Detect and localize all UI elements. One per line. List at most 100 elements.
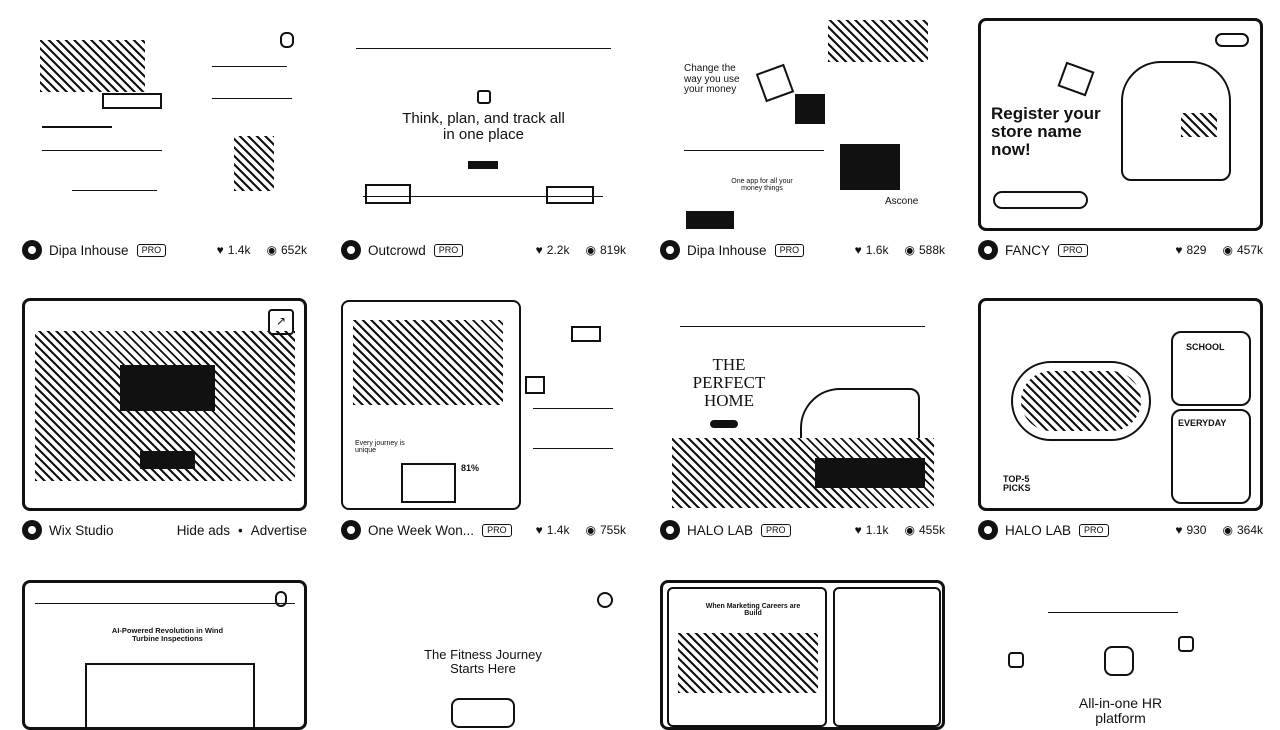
thumb-headline: Change the way you use your money bbox=[684, 63, 740, 95]
pro-badge: PRO bbox=[774, 243, 805, 257]
eye-icon: ◉ bbox=[1222, 523, 1233, 537]
thumb-headline: All-in-one HR platform bbox=[1078, 695, 1163, 726]
separator-dot: • bbox=[237, 522, 243, 538]
heart-icon[interactable]: ♥ bbox=[535, 523, 543, 537]
author-name[interactable]: FANCY bbox=[1005, 242, 1051, 258]
shot-thumbnail[interactable]: The Fitness Journey Starts Here bbox=[341, 580, 626, 730]
author-name[interactable]: HALO LAB bbox=[687, 522, 754, 538]
shot-card[interactable]: Think, plan, and track all in one place … bbox=[341, 18, 626, 260]
shot-card[interactable]: THE PERFECT HOME HALO LAB PRO ♥ 1.1k ◉ 4… bbox=[660, 298, 945, 540]
likes-count: 829 bbox=[1186, 243, 1207, 257]
thumb-headline: AI-Powered Revolution in Wind Turbine In… bbox=[111, 626, 224, 643]
avatar[interactable] bbox=[22, 240, 42, 260]
shot-thumbnail[interactable]: When Marketing Careers are Build bbox=[660, 580, 945, 730]
views-count: 652k bbox=[280, 243, 307, 257]
pro-badge: PRO bbox=[136, 243, 167, 257]
views-count: 819k bbox=[599, 243, 626, 257]
views-count: 755k bbox=[599, 523, 626, 537]
stats: ♥ 2.2k ◉ 819k bbox=[536, 243, 626, 257]
avatar[interactable] bbox=[341, 520, 361, 540]
eye-icon: ◉ bbox=[585, 523, 596, 537]
heart-icon[interactable]: ♥ bbox=[535, 243, 543, 257]
author-name[interactable]: Dipa Inhouse bbox=[687, 242, 767, 258]
eye-icon: ◉ bbox=[904, 523, 915, 537]
likes-count: 2.2k bbox=[546, 243, 570, 257]
shot-card[interactable]: The Fitness Journey Starts Here bbox=[341, 580, 626, 730]
shot-card[interactable]: AI-Powered Revolution in Wind Turbine In… bbox=[22, 580, 307, 730]
heart-icon[interactable]: ♥ bbox=[1175, 243, 1183, 257]
shot-thumbnail[interactable]: Change the way you use your money One ap… bbox=[660, 18, 945, 231]
thumb-headline: Think, plan, and track all in one place bbox=[402, 110, 565, 143]
pro-badge: PRO bbox=[1079, 523, 1109, 537]
shot-card[interactable]: Dipa Inhouse PRO ♥ 1.4k ◉ 652k bbox=[22, 18, 307, 260]
shot-card[interactable]: Register your store name now! FANCY PRO … bbox=[978, 18, 1263, 260]
shot-meta: HALO LAB PRO ♥ 1.1k ◉ 455k bbox=[660, 520, 945, 540]
avatar[interactable] bbox=[978, 520, 998, 540]
shot-card[interactable]: SCHOOL EVERYDAY TOP-5 PICKS HALO LAB PRO… bbox=[978, 298, 1263, 540]
stats: ♥ 930 ◉ 364k bbox=[1175, 523, 1263, 537]
eye-icon: ◉ bbox=[266, 243, 277, 257]
ad-thumbnail[interactable]: ↗ bbox=[22, 298, 307, 511]
ad-meta: Wix Studio Hide ads • Advertise bbox=[22, 520, 307, 540]
likes-count: 1.4k bbox=[227, 243, 251, 257]
likes-count: 1.1k bbox=[865, 523, 889, 537]
shot-meta: Dipa Inhouse PRO ♥ 1.6k ◉ 588k bbox=[660, 240, 945, 260]
thumb-caption: One app for all your money things bbox=[731, 178, 793, 193]
shot-thumbnail[interactable]: Think, plan, and track all in one place bbox=[341, 18, 626, 231]
thumb-percent: 81% bbox=[461, 463, 480, 473]
heart-icon[interactable]: ♥ bbox=[854, 523, 862, 537]
heart-icon[interactable]: ♥ bbox=[854, 243, 862, 257]
shot-thumbnail[interactable]: THE PERFECT HOME bbox=[660, 298, 945, 511]
stats: ♥ 1.4k ◉ 652k bbox=[217, 243, 307, 257]
ad-card[interactable]: ↗ Wix Studio Hide ads • Advertise bbox=[22, 298, 307, 540]
ad-links: Hide ads • Advertise bbox=[177, 523, 307, 538]
eye-icon: ◉ bbox=[585, 243, 596, 257]
shot-thumbnail[interactable] bbox=[22, 18, 307, 231]
shot-card[interactable]: When Marketing Careers are Build bbox=[660, 580, 945, 730]
shot-thumbnail[interactable]: Register your store name now! bbox=[978, 18, 1263, 231]
pro-badge: PRO bbox=[761, 523, 791, 537]
heart-icon[interactable]: ♥ bbox=[216, 243, 224, 257]
thumb-headline: Register your store name now! bbox=[991, 104, 1101, 159]
views-count: 364k bbox=[1236, 523, 1263, 537]
thumb-school: SCHOOL bbox=[1186, 342, 1225, 352]
shot-thumbnail[interactable]: All-in-one HR platform bbox=[978, 580, 1263, 730]
views-count: 457k bbox=[1236, 243, 1263, 257]
shot-card[interactable]: Change the way you use your money One ap… bbox=[660, 18, 945, 260]
avatar[interactable] bbox=[978, 240, 998, 260]
eye-icon: ◉ bbox=[904, 243, 915, 257]
avatar[interactable] bbox=[660, 240, 680, 260]
thumb-headline: THE PERFECT HOME bbox=[692, 355, 766, 410]
pro-badge: PRO bbox=[433, 243, 464, 257]
advertise-link[interactable]: Advertise bbox=[250, 522, 307, 538]
avatar[interactable] bbox=[22, 520, 42, 540]
shot-meta: Outcrowd PRO ♥ 2.2k ◉ 819k bbox=[341, 240, 626, 260]
eye-icon: ◉ bbox=[1222, 243, 1233, 257]
stats: ♥ 829 ◉ 457k bbox=[1175, 243, 1263, 257]
hide-ads-link[interactable]: Hide ads bbox=[176, 522, 230, 538]
thumb-headline: The Fitness Journey Starts Here bbox=[424, 647, 542, 676]
author-name[interactable]: Dipa Inhouse bbox=[49, 242, 129, 258]
likes-count: 1.6k bbox=[865, 243, 889, 257]
external-link-icon[interactable]: ↗ bbox=[268, 309, 294, 335]
stats: ♥ 1.6k ◉ 588k bbox=[855, 243, 945, 257]
shot-card[interactable]: Every journey is unique 81% One Week Won… bbox=[341, 298, 626, 540]
views-count: 455k bbox=[918, 523, 945, 537]
author-name[interactable]: Outcrowd bbox=[368, 242, 426, 258]
shot-thumbnail[interactable]: AI-Powered Revolution in Wind Turbine In… bbox=[22, 580, 307, 730]
views-count: 588k bbox=[918, 243, 945, 257]
shot-thumbnail[interactable]: SCHOOL EVERYDAY TOP-5 PICKS bbox=[978, 298, 1263, 511]
likes-count: 930 bbox=[1186, 523, 1207, 537]
thumb-top-picks: TOP-5 PICKS bbox=[1003, 474, 1031, 494]
author-name[interactable]: HALO LAB bbox=[1005, 522, 1072, 538]
author-name[interactable]: Wix Studio bbox=[49, 522, 114, 538]
avatar[interactable] bbox=[660, 520, 680, 540]
shot-meta: HALO LAB PRO ♥ 930 ◉ 364k bbox=[978, 520, 1263, 540]
avatar[interactable] bbox=[341, 240, 361, 260]
author-name[interactable]: One Week Won... bbox=[368, 522, 475, 538]
thumb-caption: Every journey is unique bbox=[355, 440, 405, 455]
heart-icon[interactable]: ♥ bbox=[1175, 523, 1183, 537]
shot-card[interactable]: All-in-one HR platform bbox=[978, 580, 1263, 730]
shot-thumbnail[interactable]: Every journey is unique 81% bbox=[341, 298, 626, 511]
